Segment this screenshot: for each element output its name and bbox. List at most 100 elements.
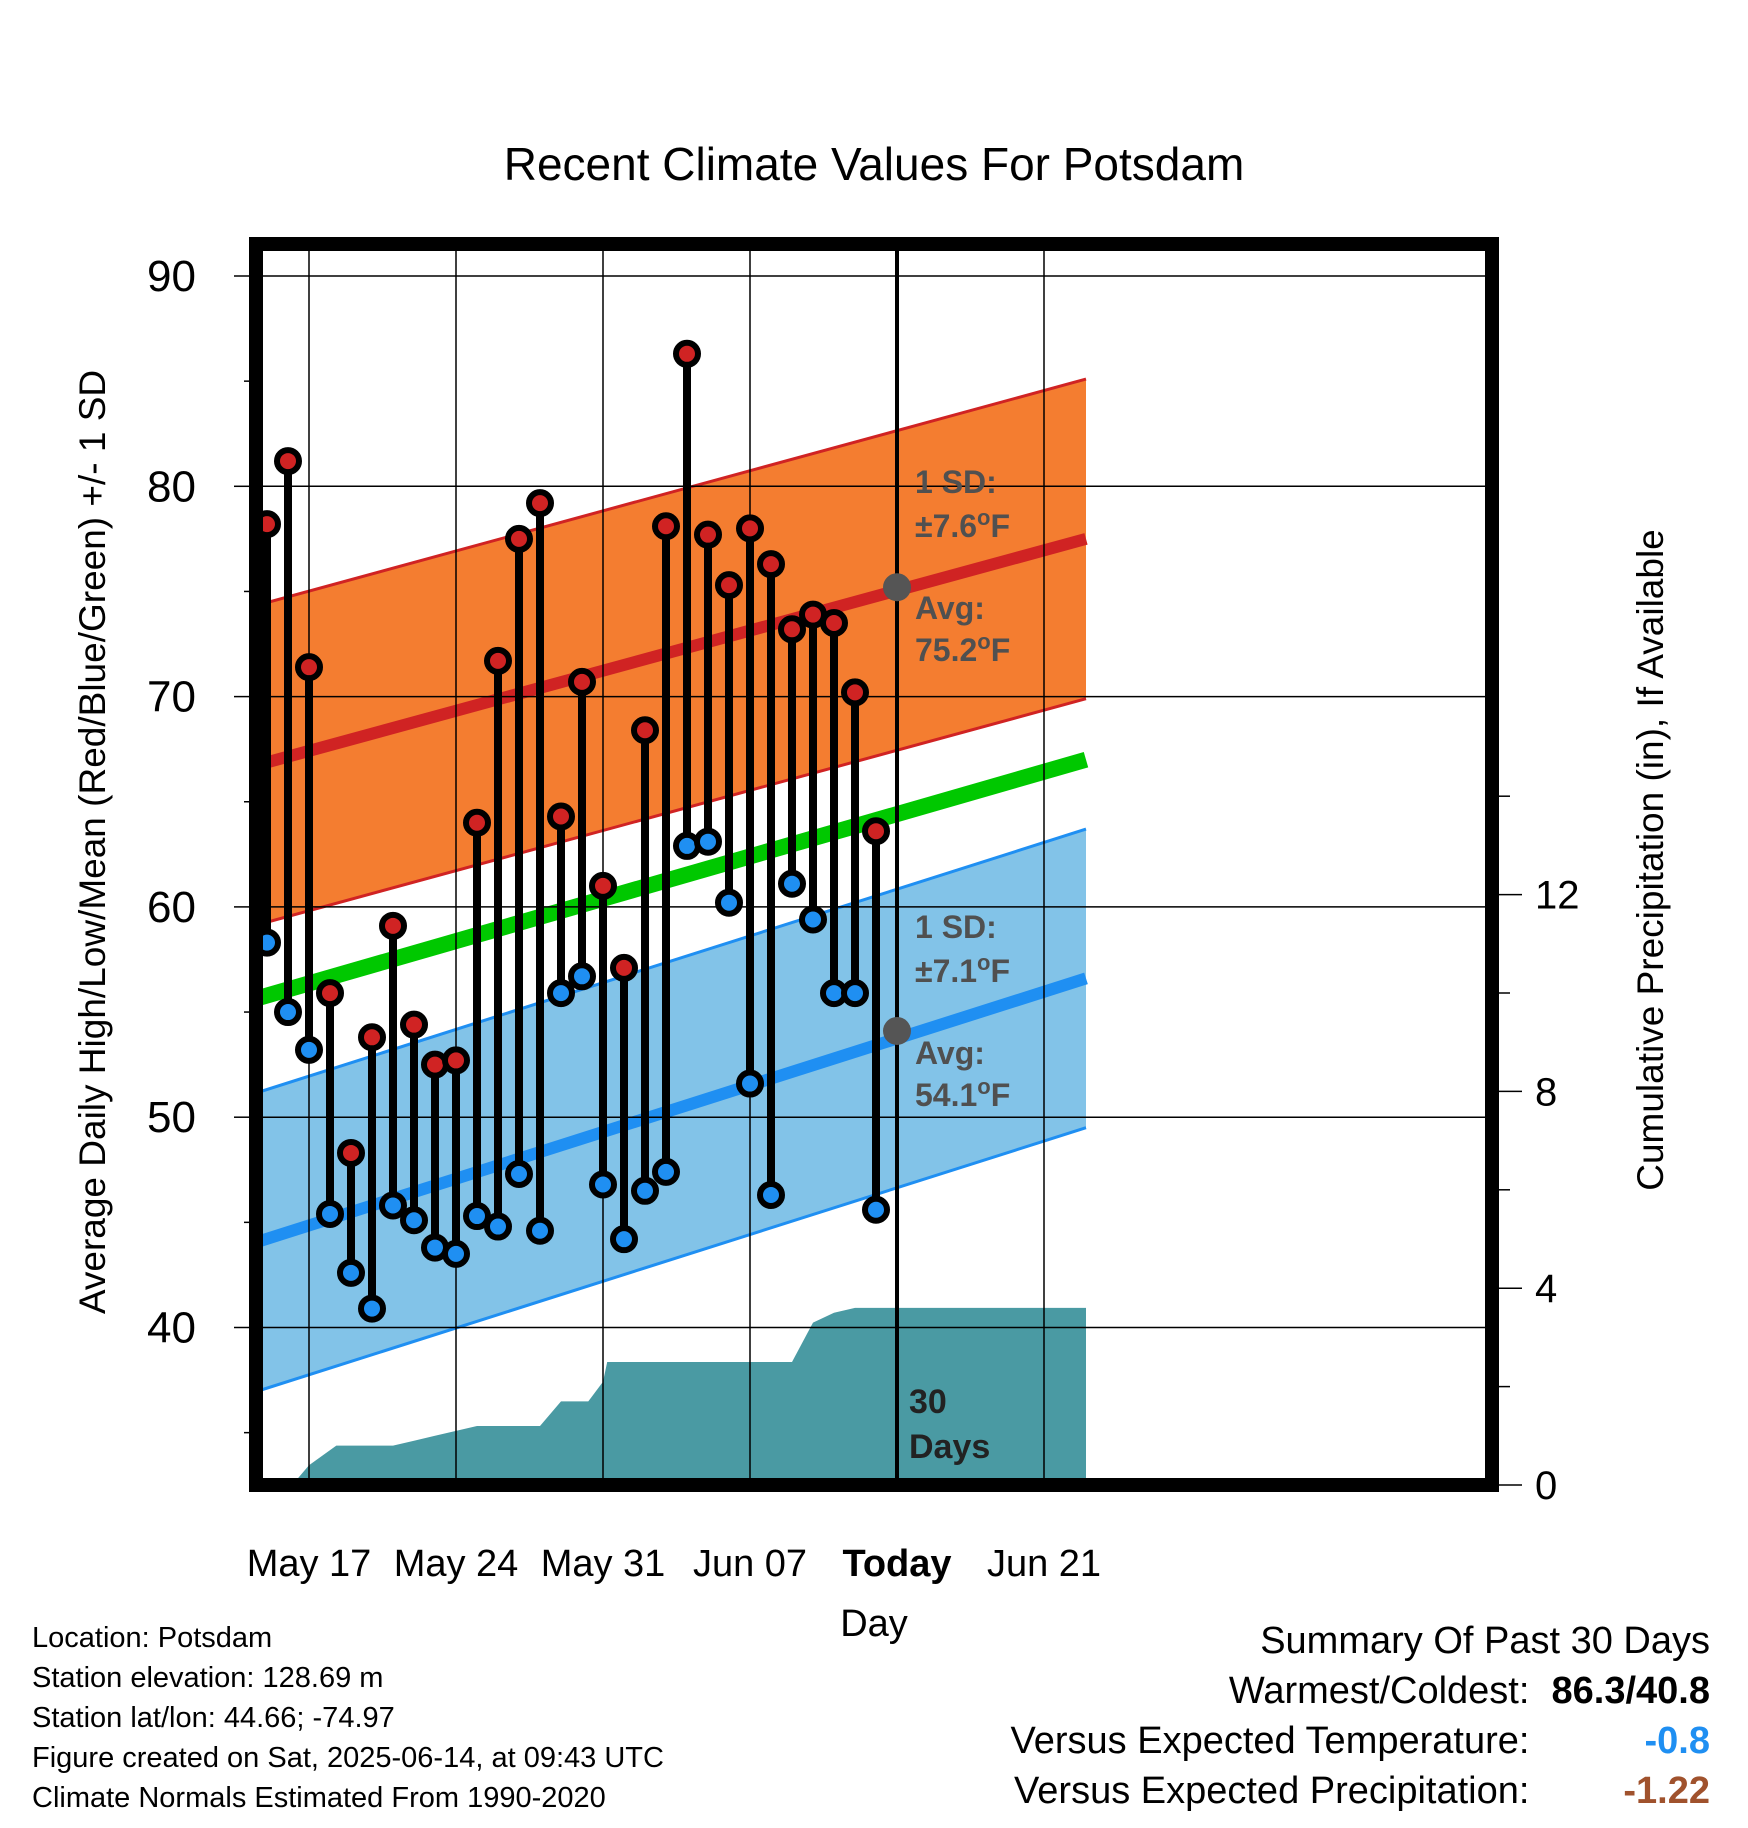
low-avg-value: 54.1oF	[915, 1074, 1010, 1113]
daily-low-marker	[316, 1199, 344, 1228]
daily-low-marker	[463, 1202, 491, 1231]
y2-tick-label: 8	[1535, 1070, 1557, 1114]
daily-high-marker	[610, 953, 638, 982]
daily-high-marker	[862, 817, 890, 846]
coldest-value: 40.8	[1636, 1670, 1710, 1712]
y2-tick-label: 12	[1535, 874, 1580, 918]
daily-high-marker	[358, 1023, 386, 1052]
high-sd-degree: o	[977, 505, 990, 530]
daily-low-marker	[568, 962, 596, 991]
x-tick-label: Jun 07	[693, 1543, 807, 1585]
daily-high-marker	[316, 979, 344, 1008]
precip-area	[256, 1307, 1086, 1485]
low-sd-value: ±7.1oF	[915, 950, 1010, 989]
daily-high-marker	[631, 716, 659, 745]
daily-high-marker	[736, 514, 764, 543]
daily-high-marker	[526, 489, 554, 518]
daily-high-marker	[379, 911, 407, 940]
daily-high-marker	[841, 678, 869, 707]
today-days-label-line2: Days	[909, 1428, 990, 1466]
summary-temp-row: Versus Expected Temperature: -0.8	[1011, 1716, 1710, 1766]
low-sd-degree: o	[977, 950, 990, 975]
daily-high-marker	[547, 802, 575, 831]
normals-text: Climate Normals Estimated From 1990-2020	[32, 1782, 606, 1814]
elevation-text: Station elevation: 128.69 m	[32, 1662, 384, 1694]
daily-low-marker	[589, 1170, 617, 1199]
station-info: Location: Potsdam Station elevation: 128…	[32, 1618, 664, 1818]
location-text: Location: Potsdam	[32, 1622, 273, 1654]
daily-high-marker	[715, 571, 743, 600]
summary-panel: Summary Of Past 30 Days Warmest/Coldest:…	[1011, 1616, 1710, 1816]
low-sd-label: 1 SD:	[915, 909, 997, 945]
x-tick-label: May 31	[541, 1543, 666, 1585]
y-tick-label: 90	[147, 252, 196, 301]
daily-high-marker	[673, 339, 701, 368]
today-high-avg-dot	[883, 573, 911, 602]
daily-low-marker	[337, 1258, 365, 1287]
high-avg-value: 75.2oF	[915, 629, 1010, 668]
daily-low-marker	[652, 1157, 680, 1186]
y-tick-label: 50	[147, 1093, 196, 1142]
x-tick-label: May 17	[247, 1543, 372, 1585]
high-sd-value: ±7.6oF	[915, 505, 1010, 544]
daily-low-marker	[358, 1294, 386, 1323]
daily-high-marker	[694, 520, 722, 549]
daily-high-marker	[484, 646, 512, 675]
daily-high-marker	[400, 1010, 428, 1039]
precip-label: Versus Expected Precipitation:	[1014, 1770, 1530, 1812]
low-avg-degree: o	[977, 1074, 990, 1099]
latlon-text: Station lat/lon: 44.66; -74.97	[32, 1702, 395, 1734]
x-tick-label: May 24	[394, 1543, 519, 1585]
low-avg-unit: F	[991, 1077, 1011, 1113]
daily-high-marker	[652, 512, 680, 541]
daily-high-marker	[757, 550, 785, 579]
daily-high-marker	[820, 608, 848, 637]
daily-low-marker	[631, 1176, 659, 1205]
high-sd-label: 1 SD:	[915, 464, 997, 500]
daily-low-marker	[799, 905, 827, 934]
daily-low-marker	[757, 1181, 785, 1210]
daily-high-marker	[274, 447, 302, 476]
created-text: Figure created on Sat, 2025-06-14, at 09…	[32, 1742, 664, 1774]
high-avg-degree: o	[977, 629, 990, 654]
x-tick-label: Today	[842, 1543, 951, 1585]
today-days-label-line1: 30	[909, 1383, 947, 1421]
daily-low-marker	[295, 1035, 323, 1064]
chart-title: Recent Climate Values For Potsdam	[504, 138, 1245, 190]
plot-frame	[249, 237, 1499, 1492]
today-low-avg-dot	[883, 1016, 911, 1045]
high-avg-label: Avg:	[915, 590, 985, 626]
high-sd-unit: F	[991, 508, 1011, 544]
summary-precip-row: Versus Expected Precipitation: -1.22	[1011, 1766, 1710, 1816]
daily-high-marker	[505, 524, 533, 553]
temp-label: Versus Expected Temperature:	[1010, 1720, 1530, 1762]
temp-value: -0.8	[1644, 1720, 1710, 1762]
daily-low-marker	[400, 1206, 428, 1235]
daily-low-marker	[694, 827, 722, 856]
y-tick-label: 40	[147, 1304, 196, 1353]
daily-low-marker	[274, 998, 302, 1027]
y-tick-label: 80	[147, 462, 196, 511]
warmest-value: 86.3	[1551, 1670, 1626, 1712]
daily-low-marker	[547, 979, 575, 1008]
daily-low-marker	[736, 1069, 764, 1098]
y-axis-label: Average Daily High/Low/Mean (Red/Blue/Gr…	[72, 370, 113, 1314]
daily-low-marker	[526, 1216, 554, 1245]
x-axis-label: Day	[840, 1603, 908, 1645]
daily-low-marker	[442, 1239, 470, 1268]
low-avg-label: Avg:	[915, 1035, 985, 1071]
daily-high-marker	[337, 1138, 365, 1167]
y-tick-label: 60	[147, 883, 196, 932]
precip-value: -1.22	[1623, 1770, 1710, 1812]
y2-tick-label: 0	[1535, 1464, 1557, 1508]
warmest-coldest-value: 86.3/40.8	[1540, 1666, 1711, 1716]
y2-tick-label: 4	[1535, 1267, 1557, 1311]
summary-warmest-row: Warmest/Coldest: 86.3/40.8	[1011, 1666, 1710, 1716]
warmest-label: Warmest/Coldest:	[1228, 1670, 1530, 1712]
daily-high-marker	[463, 808, 491, 837]
daily-low-marker	[505, 1159, 533, 1188]
high-sd-upper-edge	[256, 377, 1087, 608]
daily-high-marker	[442, 1046, 470, 1075]
